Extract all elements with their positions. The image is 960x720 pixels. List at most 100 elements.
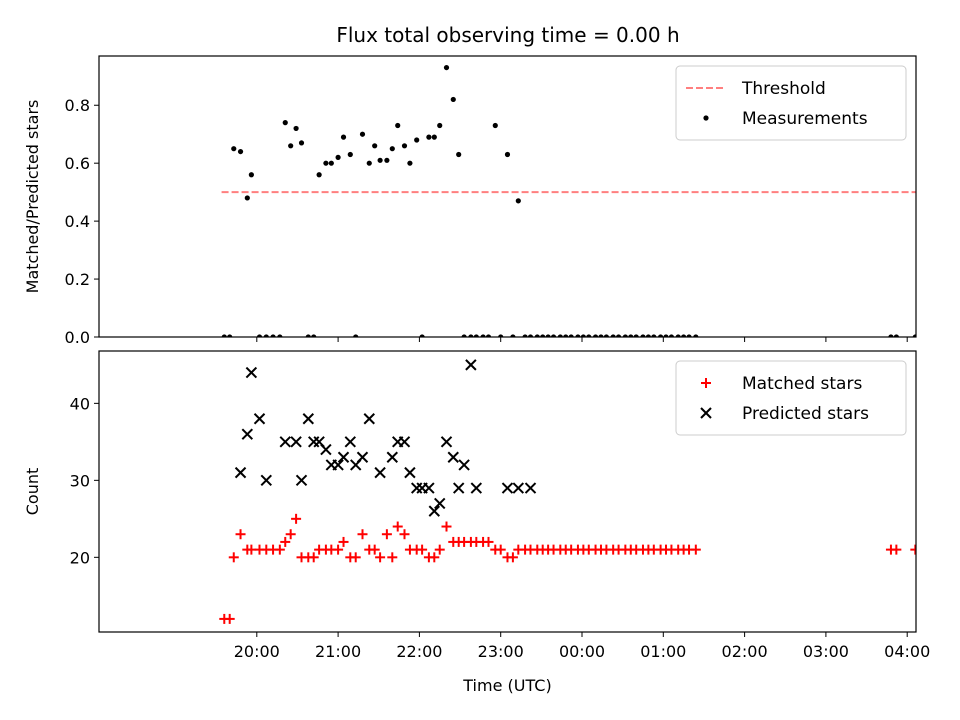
predicted-star-point [447,451,459,463]
measurement-point [888,334,894,337]
measurement-point [633,334,639,337]
xtick-label: 03:00 [803,642,849,661]
predicted-star-point [386,451,399,463]
measurement-point [557,334,563,337]
top-ytick-label: 0.6 [65,154,90,173]
measurement-point [237,148,244,155]
measurement-point [377,157,383,163]
predicted-star-point [290,436,302,448]
top-ytick-label: 0.4 [65,212,90,231]
measurement-point [288,143,294,149]
bottom-axes-frame [98,350,917,633]
measurement-point [563,334,569,337]
legend-label: Predicted stars [742,404,869,424]
matched-star-point [399,529,410,540]
top-ytick-label: 0.8 [65,96,90,115]
measurement-point [384,157,390,163]
measurement-point [603,334,609,337]
matched-star-point [381,529,392,540]
matched-star-point [392,521,403,532]
matched-star-point [375,552,386,563]
measurement-point [580,334,586,337]
measurement-point [328,160,334,166]
measurement-point [628,334,634,337]
measurement-point [270,334,276,337]
predicted-star-point [234,466,247,479]
predicted-star-point [320,443,332,456]
xtick-label: 20:00 [234,642,280,661]
matched-star-point [910,544,916,555]
predicted-star-point [470,482,483,494]
matched-star-point [434,544,445,555]
predicted-star-point [398,436,411,448]
predicted-star-point [458,459,470,471]
measurement-point [534,334,540,337]
predicted-star-point [374,466,386,479]
predicted-star-point [512,482,525,494]
predicted-star-point [524,482,537,494]
predicted-star-point [363,413,375,425]
predicted-star-point [465,359,477,371]
matched-star-point [228,552,239,563]
measurement-point [527,334,534,337]
measurement-point [663,334,669,337]
legend-measurement-swatch [703,115,709,121]
top-legend: Threshold Measurements [675,65,907,141]
top-plot-area [221,64,916,337]
measurement-point [592,334,599,337]
matched-star-point [387,552,398,563]
matched-star-point [429,552,440,563]
measurement-point [431,134,437,140]
xtick-label: 00:00 [559,642,605,661]
measurement-point [450,96,456,103]
measurement-point [473,334,479,337]
legend-predicted-swatch [700,407,712,419]
measurement-point [316,172,322,178]
measurement-point [221,334,227,337]
predicted-star-point [302,413,314,425]
measurement-point [645,334,651,337]
matched-star-point [280,536,291,547]
measurement-point [293,125,299,132]
predicted-star-point [440,436,453,448]
measurement-point [492,122,498,129]
matched-star-point [483,536,494,547]
measurement-point [575,334,581,337]
legend-label: Measurements [742,109,868,129]
measurement-point [515,198,521,204]
top-axes-frame [98,55,917,338]
measurement-point [640,334,646,337]
measurement-point [419,334,425,337]
measurement-point [347,151,353,158]
predicted-star-point [245,366,258,379]
matched-star-point [357,529,368,540]
measurement-point [437,122,443,129]
legend-label: Matched stars [742,374,862,394]
measurement-point [366,160,372,166]
measurement-point [227,334,233,337]
measurement-point [522,334,528,337]
measurement-point [651,334,657,337]
measurement-point [256,334,263,337]
measurement-point [395,122,401,129]
measurement-point [480,334,486,337]
chart-title: Flux total observing time = 0.00 h [336,23,679,47]
matched-star-point [495,544,506,555]
legend-box [675,65,907,141]
predicted-star-point [428,505,441,517]
matched-star-point [338,536,349,547]
predicted-star-point [332,459,344,471]
legend-label: Threshold [741,79,826,99]
measurement-point [426,134,432,140]
measurement-point [231,146,237,152]
top-ytick-label: 0.2 [65,270,90,289]
measurement-point [340,134,347,140]
predicted-star-point [434,497,446,510]
xlabel: Time (UTC) [462,676,551,695]
matched-star-point [285,529,296,540]
bottom-ytick-label: 20 [70,548,90,567]
measurement-point [311,334,317,337]
predicted-star-point [260,474,272,487]
bottom-ytick-label: 40 [70,394,90,413]
matched-star-point [274,544,285,555]
